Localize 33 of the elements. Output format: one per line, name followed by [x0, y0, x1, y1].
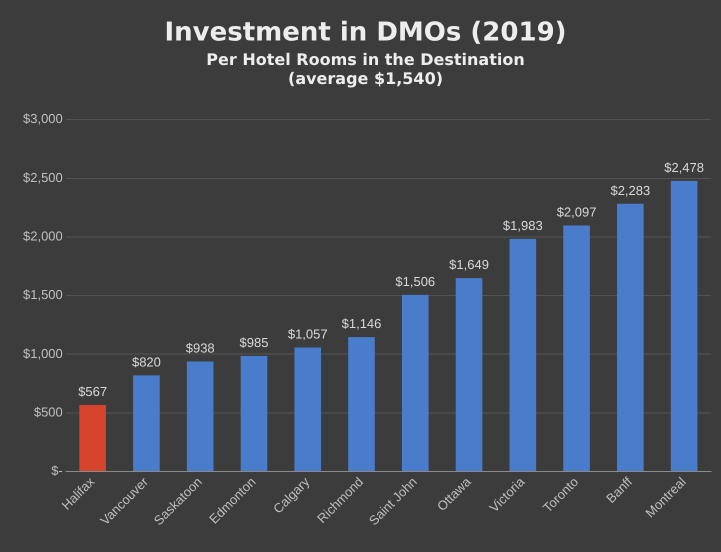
bar	[348, 337, 375, 472]
y-tick-label: $2,500	[22, 170, 63, 185]
bar	[456, 278, 482, 472]
data-label: $1,649	[449, 257, 489, 272]
data-label: $985	[239, 335, 268, 350]
bar	[79, 405, 106, 472]
data-label: $1,506	[395, 274, 436, 289]
bar	[617, 204, 644, 472]
y-tick-label: $500	[34, 404, 63, 420]
y-tick-label: $1,000	[22, 346, 63, 361]
bar	[510, 238, 536, 472]
chart-title: Investment in DMOs (2019)	[164, 17, 567, 48]
bar	[133, 375, 160, 472]
data-label: $2,478	[664, 160, 704, 175]
data-label: $2,283	[610, 182, 650, 198]
chart-subtitle: Per Hotel Rooms in the Destination (average $1,540)	[206, 50, 525, 88]
bar	[240, 356, 268, 472]
data-label: $1,146	[342, 316, 382, 332]
bar	[294, 348, 322, 472]
bar	[670, 180, 698, 472]
y-tick-label: $2,000	[22, 228, 63, 244]
bar	[186, 361, 214, 472]
y-tick-label: $1,500	[22, 287, 63, 302]
bar	[563, 226, 590, 472]
data-label: $1,057	[288, 326, 328, 342]
bar	[402, 294, 429, 472]
data-label: $2,097	[556, 204, 596, 220]
data-label: $1,983	[502, 218, 543, 233]
y-tick-label: $-	[51, 463, 63, 478]
data-label: $820	[132, 354, 161, 370]
data-label: $938	[186, 340, 215, 356]
y-tick-label: $3,000	[22, 111, 63, 126]
data-label: $567	[78, 384, 108, 400]
